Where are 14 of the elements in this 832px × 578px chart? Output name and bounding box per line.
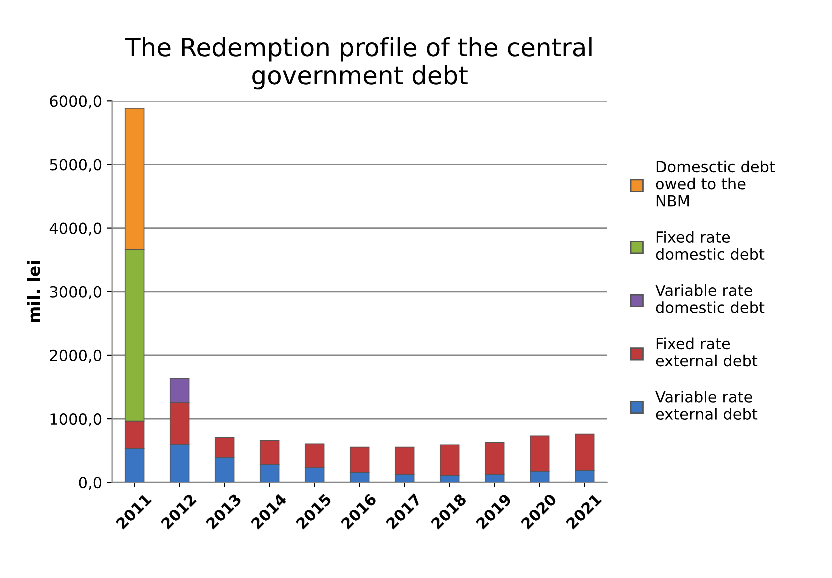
legend-label: Variable rate domestic debt — [656, 284, 765, 314]
legend-label: Variable rate external debt — [656, 391, 758, 420]
y-tick-label: 0,0 — [79, 477, 102, 490]
y-tick-label: 5000,0 — [50, 159, 102, 172]
y-tick-label: 2000,0 — [50, 350, 102, 364]
y-tick-label: 4000,0 — [50, 222, 102, 236]
legend-label: Fixed rate domestic debt — [656, 231, 765, 260]
chart-title: The Redemption profile of the central government debt — [125, 37, 592, 90]
y-tick-label: 1000,0 — [50, 414, 102, 427]
legend-label: Domesctic debt owed to the NBM — [656, 160, 776, 207]
y-tick-label: 3000,0 — [50, 286, 102, 300]
y-axis-title: mil. lei — [27, 261, 40, 322]
legend-label: Fixed rate external debt — [656, 338, 758, 367]
y-tick-label: 6000,0 — [50, 96, 102, 109]
